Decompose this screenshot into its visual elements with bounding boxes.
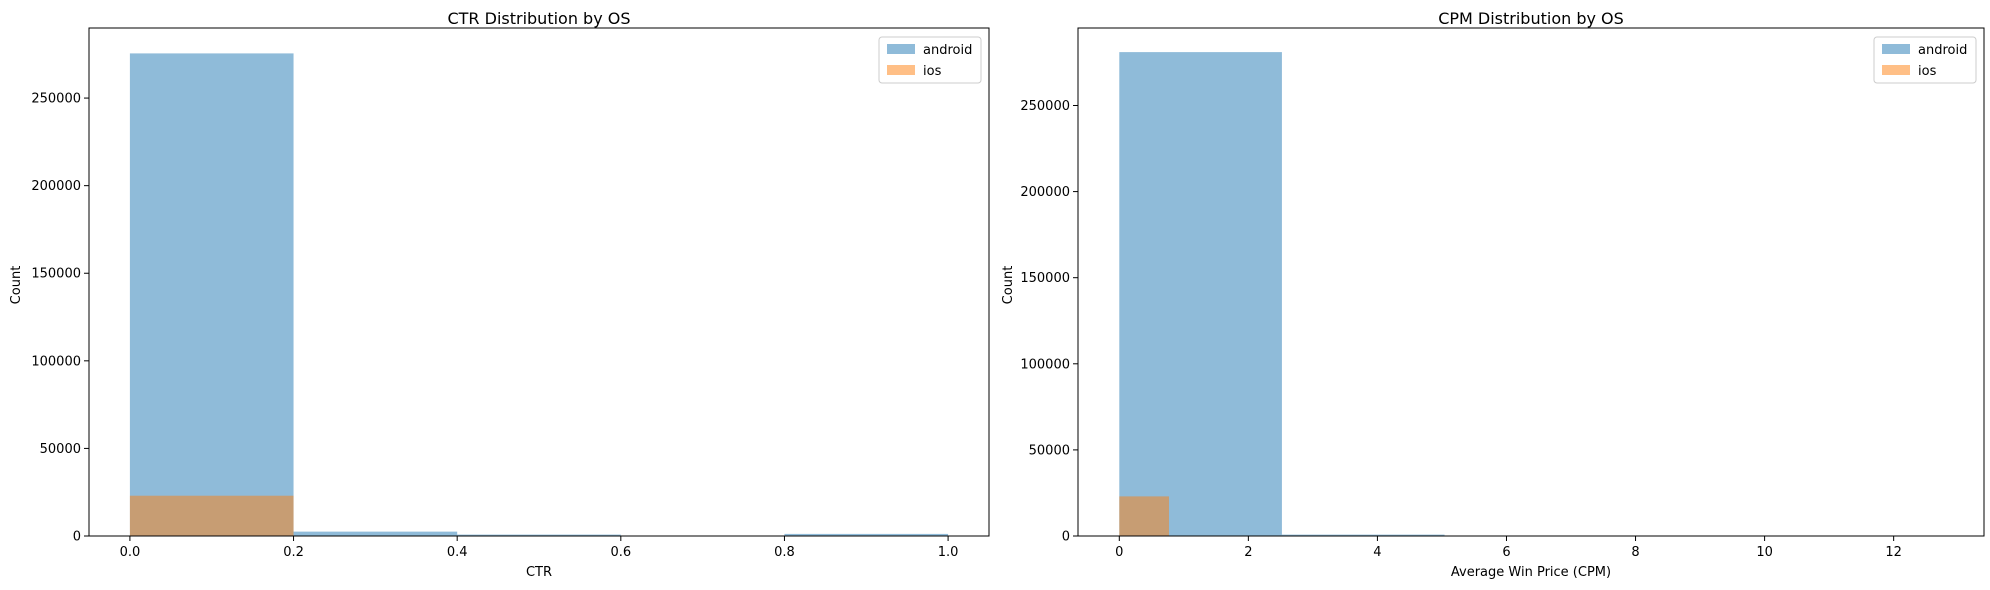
- ctr-legend-swatch-ios: [887, 65, 915, 75]
- cpm-y-tick-label: 200000: [1020, 185, 1070, 200]
- cpm-bar-android-0: [1119, 52, 1282, 537]
- cpm-legend-swatch-android: [1882, 44, 1910, 54]
- cpm-y-tick-label: 150000: [1020, 271, 1070, 286]
- cpm-y-ticks: 0 50000 100000 150000 200000 250000: [1020, 99, 1078, 545]
- ctr-bars: [129, 53, 949, 537]
- ctr-legend-swatch-android: [887, 44, 915, 54]
- cpm-x-axis-label: Average Win Price (CPM): [1451, 565, 1611, 580]
- cpm-legend-swatch-ios: [1882, 65, 1910, 75]
- cpm-y-axis-label: Count: [1001, 266, 1016, 305]
- ctr-y-tick-label: 50000: [40, 442, 81, 457]
- ctr-x-tick-label: 1.0: [938, 545, 959, 560]
- cpm-x-tick-label: 6: [1502, 545, 1510, 560]
- cpm-chart-title: CPM Distribution by OS: [1438, 9, 1624, 28]
- ctr-y-axis-label: Count: [9, 266, 24, 305]
- cpm-bar-ios-0: [1119, 496, 1169, 536]
- ctr-chart-panel: CTR Distribution by OS CTR Count 0.0 0.2 0…: [9, 9, 990, 580]
- ctr-x-axis-label: CTR: [526, 565, 552, 580]
- cpm-x-tick-label: 4: [1373, 545, 1381, 560]
- ctr-legend-label-android: android: [923, 43, 972, 58]
- cpm-y-tick-label: 250000: [1020, 99, 1070, 114]
- cpm-y-tick-label: 50000: [1029, 443, 1070, 458]
- ctr-plot-frame: [88, 27, 990, 537]
- ctr-bar-android-2: [457, 534, 621, 536]
- cpm-x-ticks: 0 2 4 6 8 10 12: [1115, 536, 1902, 560]
- ctr-y-ticks: 0 50000 100000 150000 200000 250000: [31, 92, 89, 545]
- cpm-x-tick-label: 2: [1244, 545, 1252, 560]
- ctr-x-ticks: 0.0 0.2 0.4 0.6 0.8 1.0: [120, 536, 959, 560]
- ctr-x-tick-label: 0.6: [610, 545, 631, 560]
- cpm-y-tick-label: 100000: [1020, 357, 1070, 372]
- ctr-bar-android-0: [129, 53, 294, 537]
- cpm-chart-panel: CPM Distribution by OS Average Win Price…: [1001, 9, 1985, 580]
- cpm-x-tick-label: 0: [1115, 545, 1123, 560]
- cpm-x-tick-label: 12: [1885, 545, 1902, 560]
- cpm-legend-label-ios: ios: [1918, 64, 1937, 79]
- cpm-y-tick-label: 0: [1062, 530, 1070, 545]
- cpm-bar-android-1: [1281, 534, 1445, 536]
- cpm-bars: [1119, 52, 1933, 537]
- ctr-legend-label-ios: ios: [923, 64, 942, 79]
- ctr-y-tick-label: 0: [73, 530, 81, 545]
- cpm-legend: android ios: [1873, 36, 1977, 84]
- ctr-x-tick-label: 0.8: [774, 545, 795, 560]
- ctr-y-tick-label: 150000: [31, 267, 81, 282]
- ctr-y-tick-label: 200000: [31, 179, 81, 194]
- cpm-x-tick-label: 10: [1756, 545, 1773, 560]
- ctr-bar-android-4: [784, 533, 949, 536]
- ctr-y-tick-label: 100000: [31, 354, 81, 369]
- cpm-legend-label-android: android: [1918, 43, 1967, 58]
- ctr-x-tick-label: 0.4: [447, 545, 468, 560]
- ctr-chart-title: CTR Distribution by OS: [447, 9, 630, 28]
- ctr-y-tick-label: 250000: [31, 92, 81, 107]
- cpm-plot-frame: [1077, 27, 1985, 537]
- ctr-legend: android ios: [878, 36, 982, 84]
- ctr-bar-android-1: [293, 531, 458, 536]
- ctr-x-tick-label: 0.2: [283, 545, 304, 560]
- ctr-x-tick-label: 0.0: [120, 545, 141, 560]
- cpm-x-tick-label: 8: [1631, 545, 1639, 560]
- ctr-bar-ios-0: [129, 495, 294, 536]
